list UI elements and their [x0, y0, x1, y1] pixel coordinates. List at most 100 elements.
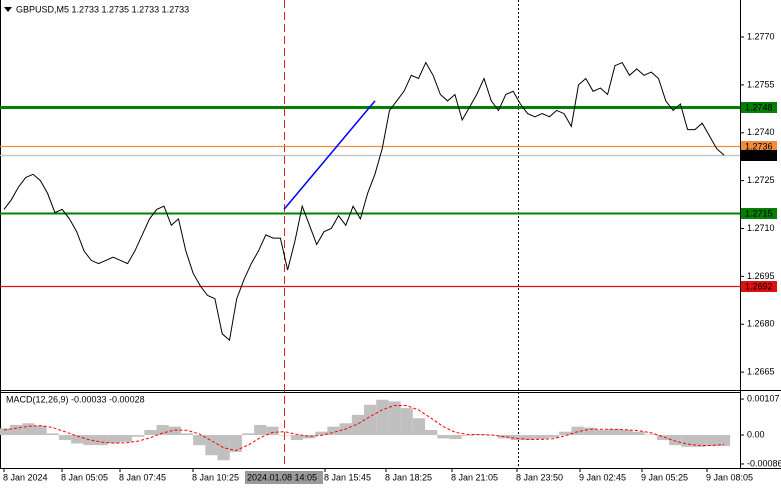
macd-bar: [534, 435, 548, 440]
x-tick-label: 8 Jan 15:45: [324, 472, 371, 482]
crosshair-label: 2024.01.08 14:05: [247, 472, 317, 482]
x-tick-label: 9 Jan 08:05: [706, 472, 753, 482]
y-tick-label: -0.00086: [747, 458, 781, 468]
macd-bar: [449, 435, 462, 440]
x-tick-label: 8 Jan 21:05: [451, 472, 498, 482]
macd-bar: [95, 435, 108, 446]
y-tick-label: 1.2740: [747, 127, 775, 137]
macd-bar: [669, 435, 682, 446]
macd-bar: [278, 435, 291, 436]
plot: 1.27701.27551.27401.27251.27101.26951.26…: [0, 31, 781, 484]
macd-bar: [217, 435, 230, 461]
frame: [0, 0, 781, 469]
macd-bar: [498, 435, 511, 439]
macd-bar: [168, 426, 181, 436]
macd-bar: [180, 433, 194, 436]
macd-bar: [327, 426, 340, 436]
macd-bar: [547, 435, 560, 438]
chart-title: GBPUSD,M5 1.2733 1.2735 1.2733 1.2733: [16, 4, 189, 14]
level-label-bg: [741, 208, 777, 219]
macd-bar: [388, 401, 401, 436]
level-label: 1.2715: [745, 208, 773, 218]
level-label-bg: [741, 281, 777, 292]
macd-bar: [144, 430, 157, 436]
macd-bar: [315, 431, 328, 436]
x-tick-label: 8 Jan 23:50: [516, 472, 563, 482]
x-tick-label: 8 Jan 2024: [3, 472, 48, 482]
macd-bar: [0, 428, 11, 436]
x-tick-label: 8 Jan 18:25: [385, 472, 432, 482]
y-tick-label: 0.00107: [747, 393, 780, 403]
macd-bar: [595, 430, 609, 436]
x-tick-label: 8 Jan 07:45: [119, 472, 166, 482]
level-label: 1.2748: [745, 102, 773, 112]
macd-bar: [119, 435, 133, 442]
y-tick-label: 1.2680: [747, 319, 775, 329]
macd-bar: [193, 435, 206, 446]
x-tick-label: 9 Jan 02:45: [579, 472, 626, 482]
macd-bar: [132, 435, 145, 437]
macd-bar: [644, 434, 657, 436]
macd-bar: [34, 425, 47, 436]
signal-line: [3, 405, 725, 452]
level-label: 1.2733: [745, 150, 773, 160]
macd-bar: [10, 424, 23, 436]
macd-bar: [608, 428, 621, 436]
macd-bar: [400, 408, 413, 436]
macd-bar: [351, 414, 364, 436]
macd-bar: [510, 435, 523, 441]
macd-bar: [302, 435, 316, 439]
y-tick-label: 1.2710: [747, 223, 775, 233]
macd-bar: [620, 430, 633, 436]
macd-bar: [693, 435, 706, 447]
macd-bar: [705, 435, 718, 447]
x-tick-label: 8 Jan 10:25: [192, 472, 239, 482]
macd-bar: [717, 435, 731, 447]
dropdown-icon[interactable]: [4, 7, 12, 12]
trend-line: [283, 100, 376, 210]
level-label-bg: [741, 102, 777, 113]
price-line: [3, 61, 725, 342]
macd-bar: [58, 435, 72, 441]
x-tick-label: 9 Jan 05:25: [641, 472, 688, 482]
macd-bar: [364, 404, 377, 436]
macd-bar: [107, 435, 120, 444]
macd-bar: [559, 431, 572, 436]
macd-bar: [205, 435, 218, 456]
macd-bar: [156, 424, 169, 436]
macd-bar: [290, 435, 303, 441]
macd-bar: [254, 424, 267, 436]
macd-bar: [571, 426, 584, 436]
macd-bar: [412, 418, 426, 436]
macd-bar: [681, 435, 694, 447]
macd-bar: [522, 435, 535, 441]
macd-bar: [266, 426, 279, 436]
level-label-bg: [741, 150, 777, 161]
y-tick-label: 0.00: [747, 429, 765, 439]
macd-bar: [632, 431, 645, 436]
level-label: 1.2736: [745, 141, 773, 151]
x-tick-label: 8 Jan 05:05: [61, 472, 108, 482]
crosshair-label-bg: [245, 471, 323, 484]
macd-bar: [461, 435, 474, 436]
macd-bar: [473, 434, 487, 436]
y-tick-label: 1.2695: [747, 271, 775, 281]
y-tick-label: 1.2725: [747, 175, 775, 185]
macd-bar: [376, 399, 389, 436]
macd-bar: [46, 433, 59, 436]
y-tick-label: 1.2755: [747, 79, 775, 89]
macd-bar: [583, 427, 596, 436]
y-tick-label: 1.2770: [747, 31, 775, 41]
macd-bar: [71, 435, 84, 444]
level-label: 1.2692: [745, 281, 773, 291]
y-tick-label: 1.2665: [747, 367, 775, 377]
macd-bar: [425, 430, 438, 436]
macd-bar: [656, 435, 670, 441]
level-label-bg: [741, 141, 777, 152]
macd-title: MACD(12,26,9) -0.00033 -0.00028: [6, 394, 145, 404]
macd-bar: [229, 435, 242, 452]
macd-bar: [241, 433, 255, 436]
macd-bar: [437, 435, 450, 439]
macd-bar: [22, 423, 35, 436]
